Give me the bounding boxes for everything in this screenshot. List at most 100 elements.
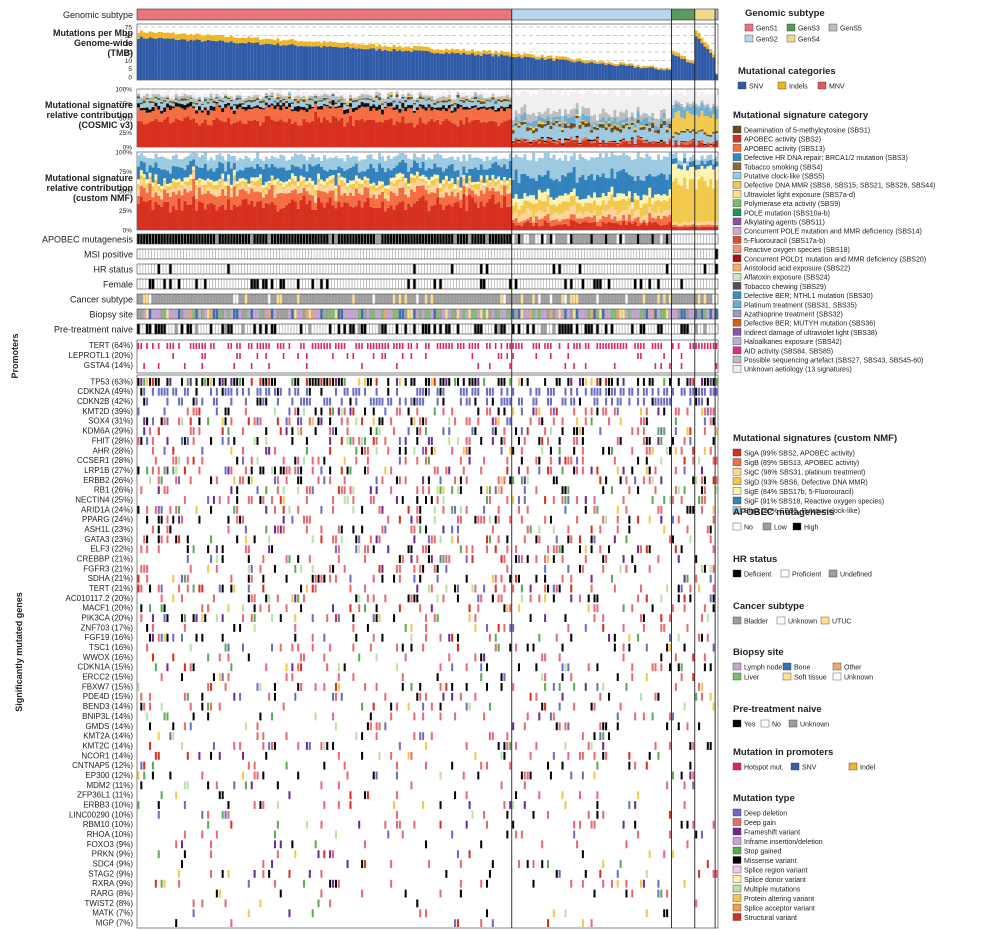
- nmf-signature-segment: [293, 180, 297, 186]
- cosmic-signature-segment: [436, 99, 440, 101]
- cancer-cell: [552, 293, 556, 305]
- cancer-cell: [677, 293, 681, 305]
- msi-cell: [508, 248, 512, 260]
- tmb-indel-bar: [436, 49, 440, 54]
- nmf-signature-segment: [590, 157, 594, 174]
- nmf-signature-segment: [651, 212, 655, 218]
- nmf-signature-segment: [145, 192, 149, 202]
- cosmic-signature-segment: [491, 97, 495, 100]
- cosmic-signature-segment: [206, 97, 210, 100]
- nmf-signature-segment: [418, 157, 422, 168]
- biopsy-cell: [546, 308, 550, 320]
- female-cell: [549, 278, 553, 290]
- tmb-snv-bar: [139, 36, 143, 80]
- msi-cell: [651, 248, 655, 260]
- hr-cell: [276, 263, 280, 275]
- hr-cell: [410, 263, 413, 275]
- cosmic-signature-segment: [404, 96, 408, 99]
- apobec-cell: [235, 233, 239, 245]
- cosmic-signature-segment: [433, 104, 437, 108]
- apobec-cell: [291, 233, 294, 245]
- nmf-signature-segment: [160, 169, 164, 186]
- tmb-snv-bar: [590, 62, 594, 80]
- cosmic-signature-segment: [288, 94, 292, 96]
- cosmic-signature-segment: [694, 103, 698, 108]
- cosmic-signature-segment: [427, 91, 431, 96]
- nmf-signature-segment: [198, 179, 202, 184]
- cancer-cell: [241, 293, 245, 305]
- cancer-cell: [322, 293, 326, 305]
- cosmic-signature-segment: [247, 109, 251, 121]
- cosmic-signature-segment: [616, 142, 620, 144]
- nmf-signature-segment: [444, 175, 449, 180]
- nmf-signature-segment: [244, 181, 248, 188]
- genomic-subtype-cell: [532, 9, 536, 20]
- tmb-snv-bar: [581, 62, 585, 80]
- hr-cell: [601, 263, 605, 275]
- cosmic-signature-segment: [354, 99, 358, 100]
- nmf-signature-segment: [476, 207, 480, 230]
- nmf-signature-segment: [404, 194, 408, 210]
- female-cell: [198, 278, 201, 290]
- tmb-snv-bar: [186, 41, 190, 80]
- genomic-subtype-cell: [497, 9, 501, 20]
- hr-cell: [436, 263, 440, 275]
- female-cell: [715, 278, 718, 290]
- nmf-signature-segment: [189, 160, 193, 175]
- nmf-signature-segment: [662, 215, 666, 225]
- nmf-signature-segment: [317, 190, 321, 198]
- cosmic-signature-segment: [546, 140, 550, 147]
- cosmic-signature-segment: [349, 92, 353, 95]
- nmf-signature-segment: [325, 178, 329, 182]
- cosmic-signature-segment: [712, 132, 716, 134]
- cosmic-signature-segment: [593, 122, 597, 125]
- genomic-subtype-cell: [177, 9, 181, 20]
- nmf-signature-segment: [691, 154, 695, 161]
- biopsy-cell: [598, 308, 602, 320]
- nmf-signature-segment: [198, 183, 202, 188]
- nmf-signature-segment: [276, 211, 280, 230]
- cancer-cell: [497, 293, 501, 305]
- nmf-signature-segment: [694, 169, 698, 190]
- nmf-signature-segment: [148, 165, 152, 173]
- female-cell: [567, 278, 570, 290]
- apobec-cell: [503, 233, 506, 245]
- cosmic-signature-segment: [232, 114, 236, 123]
- cosmic-signature-segment: [459, 96, 463, 100]
- cosmic-signature-segment: [500, 100, 504, 103]
- cancer-cell: [546, 293, 550, 305]
- nmf-signature-segment: [253, 177, 257, 182]
- female-cell: [488, 278, 492, 290]
- nmf-signature-segment: [671, 226, 675, 230]
- cosmic-signature-segment: [709, 143, 713, 145]
- female-cell: [401, 278, 405, 290]
- nmf-signature-segment: [581, 218, 585, 223]
- cosmic-signature-segment: [340, 100, 344, 103]
- cosmic-signature-segment: [174, 98, 178, 100]
- nmf-signature-segment: [302, 182, 306, 188]
- cosmic-signature-segment: [610, 89, 614, 117]
- nmf-signature-segment: [375, 208, 379, 230]
- msi-cell: [384, 248, 387, 260]
- nmf-signature-segment: [320, 191, 324, 203]
- cosmic-signature-segment: [549, 141, 553, 147]
- cosmic-signature-segment: [232, 99, 236, 103]
- hr-cell: [567, 263, 570, 275]
- nmf-signature-segment: [288, 169, 292, 180]
- nmf-signature-segment: [232, 180, 236, 187]
- nmf-signature-segment: [221, 156, 225, 164]
- tmb-indel-bar: [636, 64, 640, 67]
- tmb-indel-bar: [320, 42, 323, 48]
- hr-cell: [389, 263, 393, 275]
- nmf-signature-segment: [447, 157, 451, 166]
- biopsy-cell: [607, 308, 611, 320]
- cosmic-signature-segment: [229, 124, 234, 147]
- cosmic-signature-segment: [526, 121, 530, 127]
- genomic-subtype-cell: [360, 9, 364, 20]
- nmf-signature-segment: [186, 156, 190, 165]
- nmf-signature-segment: [619, 212, 623, 221]
- biopsy-cell: [535, 308, 538, 320]
- female-cell: [305, 278, 309, 290]
- apobec-cell: [343, 233, 347, 245]
- cosmic-signature-segment: [712, 142, 716, 144]
